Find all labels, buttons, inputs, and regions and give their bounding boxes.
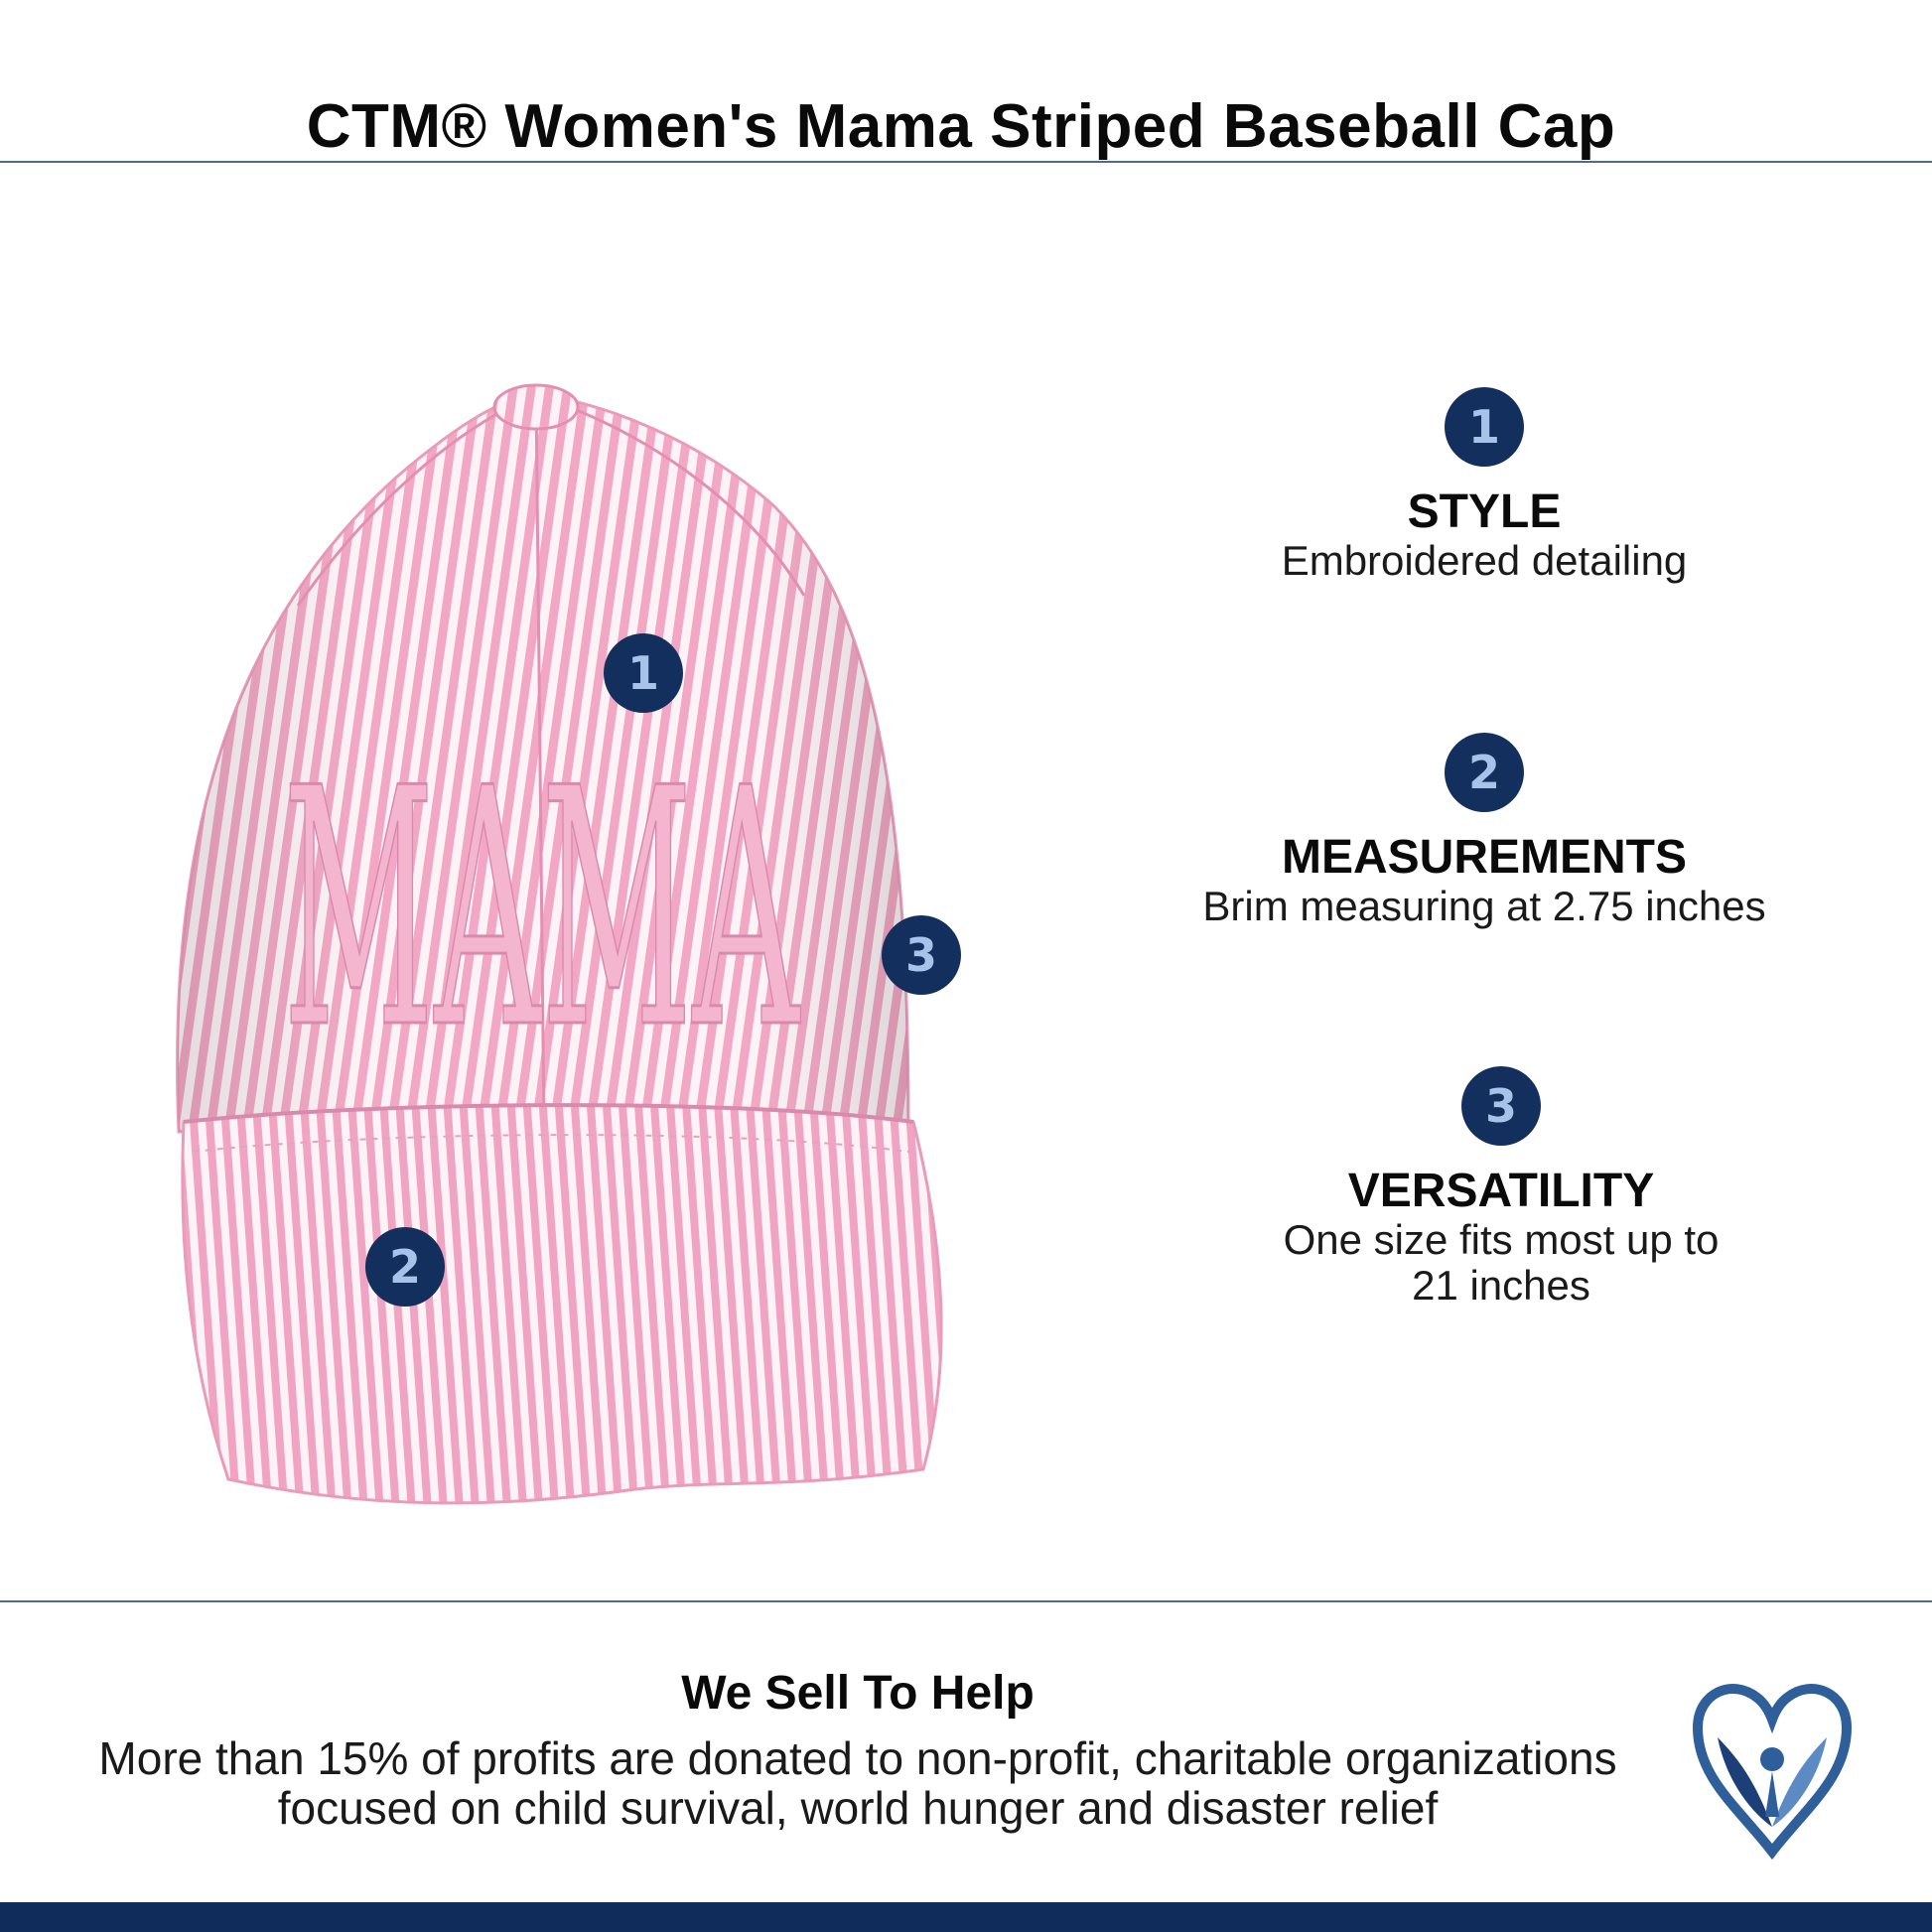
feature-measurements: 2 MEASUREMENTS Brim measuring at 2.75 in… <box>1176 733 1792 929</box>
feature-versatility: 3 VERSATILITY One size fits most up to 2… <box>1203 1066 1799 1309</box>
feature-badge-2: 2 <box>1445 733 1524 812</box>
footer-text: More than 15% of profits are donated to … <box>98 1732 1617 1834</box>
title-divider <box>0 161 1932 163</box>
embroidery-text: MAMA <box>283 719 801 1100</box>
baseball-cap-illustration: MAMA <box>176 383 943 1505</box>
feature-title: STYLE <box>1407 485 1562 538</box>
feature-badge-1: 1 <box>1445 387 1524 467</box>
feature-description: Embroidered detailing <box>1281 537 1688 584</box>
marker-badge-1: 1 <box>604 633 683 713</box>
footer-band <box>0 1902 1932 1932</box>
feature-description: One size fits most up to 21 inches <box>1283 1216 1720 1309</box>
feature-description: Brim measuring at 2.75 inches <box>1202 883 1766 929</box>
footer-heading: We Sell To Help <box>681 1667 1035 1720</box>
feature-title: MEASUREMENTS <box>1281 831 1688 884</box>
product-image: MAMA 1 2 3 <box>169 367 1122 1519</box>
marker-badge-2: 2 <box>365 1227 445 1307</box>
marker-badge-3: 3 <box>882 915 961 995</box>
heart-wings-logo-icon <box>1688 1668 1857 1866</box>
footer-divider <box>0 1600 1932 1602</box>
feature-style: 1 STYLE Embroidered detailing <box>1176 387 1792 584</box>
page-title: CTM® Women's Mama Striped Baseball Cap <box>306 92 1616 161</box>
feature-title: VERSATILITY <box>1347 1165 1655 1217</box>
feature-badge-3: 3 <box>1461 1066 1541 1146</box>
